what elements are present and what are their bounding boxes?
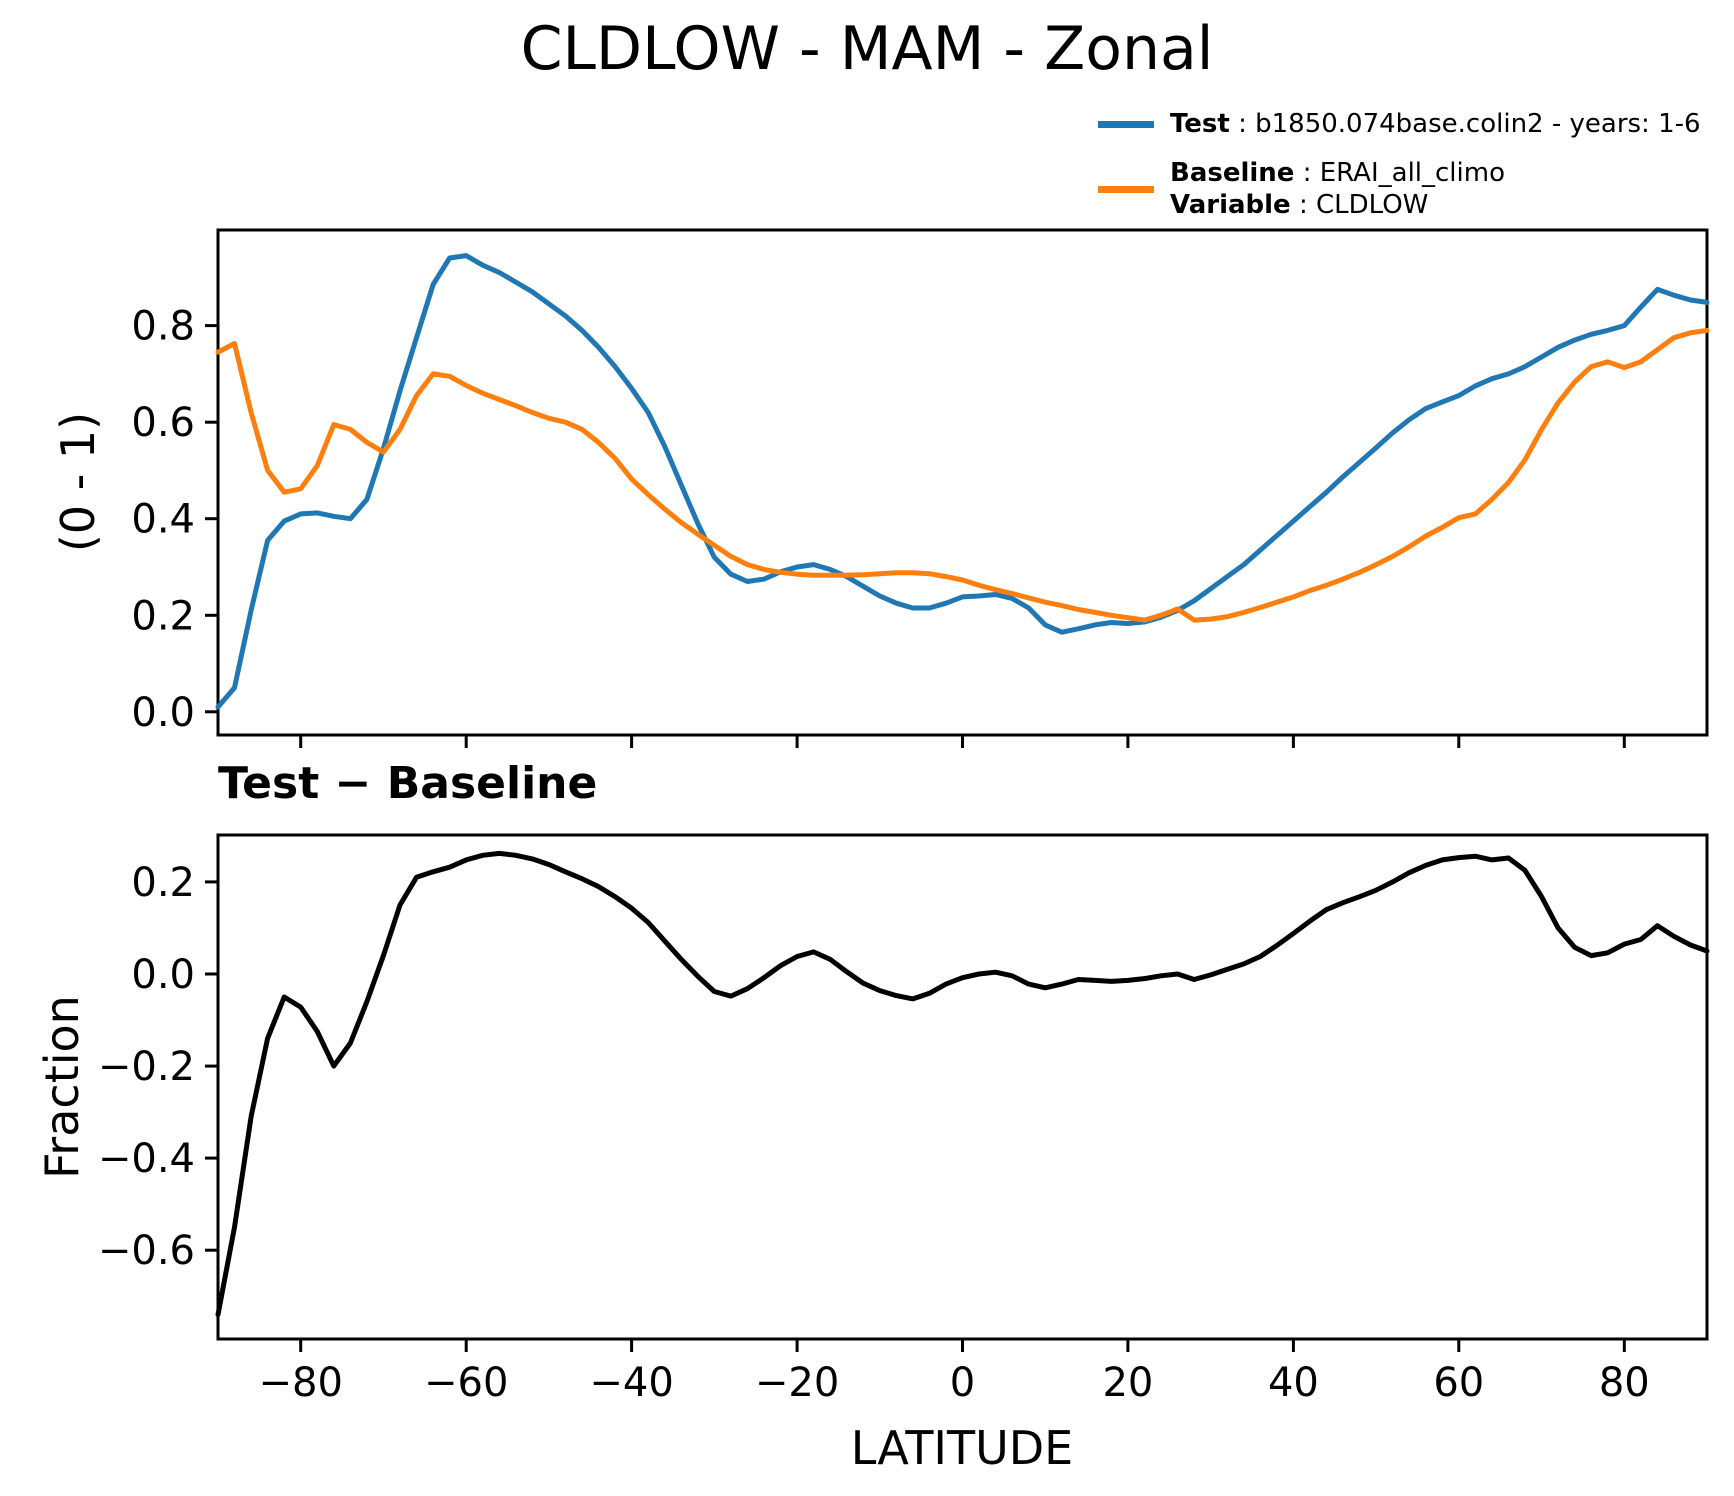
bottom-panel-xtick-label: −60 xyxy=(424,1360,508,1406)
top-panel-baseline-line xyxy=(215,327,1710,623)
legend-entry-baseline: Baseline : ERAI_all_climo Variable : CLD… xyxy=(1098,157,1701,222)
bottom-panel-xtick-label: −80 xyxy=(258,1360,342,1406)
top-panel-frame xyxy=(216,228,1709,737)
legend-label-baseline: Baseline : ERAI_all_climo Variable : CLD… xyxy=(1170,157,1505,222)
bottom-panel-ytick-label: −0.6 xyxy=(98,1228,195,1274)
bottom-panel-frame xyxy=(216,833,1709,1341)
bottom-panel-ytick-label: −0.4 xyxy=(98,1136,195,1182)
bottom-panel-xtick-label: −20 xyxy=(755,1360,839,1406)
bottom-panel-xtick-label: 20 xyxy=(1102,1360,1153,1406)
top-panel-ytick-label: 0.0 xyxy=(131,690,195,736)
test-line-swatch xyxy=(1098,120,1154,128)
x-axis-label: LATITUDE xyxy=(850,1421,1074,1475)
legend-variable-key: Variable xyxy=(1170,190,1291,220)
top-panel-ytick-label: 0.2 xyxy=(131,593,195,639)
top-panel: 0.0 0.2 0.4 0.6 0.8 xyxy=(131,228,1710,748)
baseline-line-swatch xyxy=(1098,185,1154,193)
top-panel-ytick-label: 0.6 xyxy=(131,400,195,446)
legend: Test : b1850.074base.colin2 - years: 1-6… xyxy=(1098,108,1701,222)
top-panel-ytick-label: 0.8 xyxy=(131,304,195,350)
bottom-panel-xtick-label: 60 xyxy=(1433,1360,1484,1406)
bottom-panel-ytick-label: 0.0 xyxy=(131,952,195,998)
legend-entry-test: Test : b1850.074base.colin2 - years: 1-6 xyxy=(1098,108,1701,141)
legend-baseline-row: Baseline : ERAI_all_climo xyxy=(1170,157,1505,190)
bottom-panel: −80 −60 −40 −20 0 20 40 60 80 0.2 0.0 −0.2 −0.4 −0.6 xyxy=(98,833,1710,1406)
legend-label-test: Test : b1850.074base.colin2 - years: 1-6 xyxy=(1170,108,1701,141)
bottom-panel-title: Test − Baseline xyxy=(218,758,598,809)
legend-baseline-value: : ERAI_all_climo xyxy=(1294,157,1505,188)
bottom-panel-ytick-label: −0.2 xyxy=(98,1044,195,1090)
top-panel-ytick-label: 0.4 xyxy=(131,497,195,543)
bottom-panel-xtick-label: 40 xyxy=(1268,1360,1319,1406)
legend-variable-row: Variable : CLDLOW xyxy=(1170,189,1505,222)
bottom-panel-xtick-label: −40 xyxy=(589,1360,673,1406)
bottom-panel-test-baseline-line xyxy=(215,850,1710,1318)
bottom-panel-xtick-label: 0 xyxy=(950,1360,975,1406)
legend-test-key: Test xyxy=(1170,109,1230,139)
legend-test-value: : b1850.074base.colin2 - years: 1-6 xyxy=(1229,109,1701,139)
bottom-panel-ytick-label: 0.2 xyxy=(131,860,195,906)
legend-baseline-key: Baseline xyxy=(1170,157,1295,188)
page-title: CLDLOW - MAM - Zonal xyxy=(520,14,1214,84)
bottom-panel-xtick-label: 80 xyxy=(1599,1360,1650,1406)
legend-variable-value: : CLDLOW xyxy=(1290,190,1429,220)
top-panel-test-line xyxy=(215,253,1710,710)
